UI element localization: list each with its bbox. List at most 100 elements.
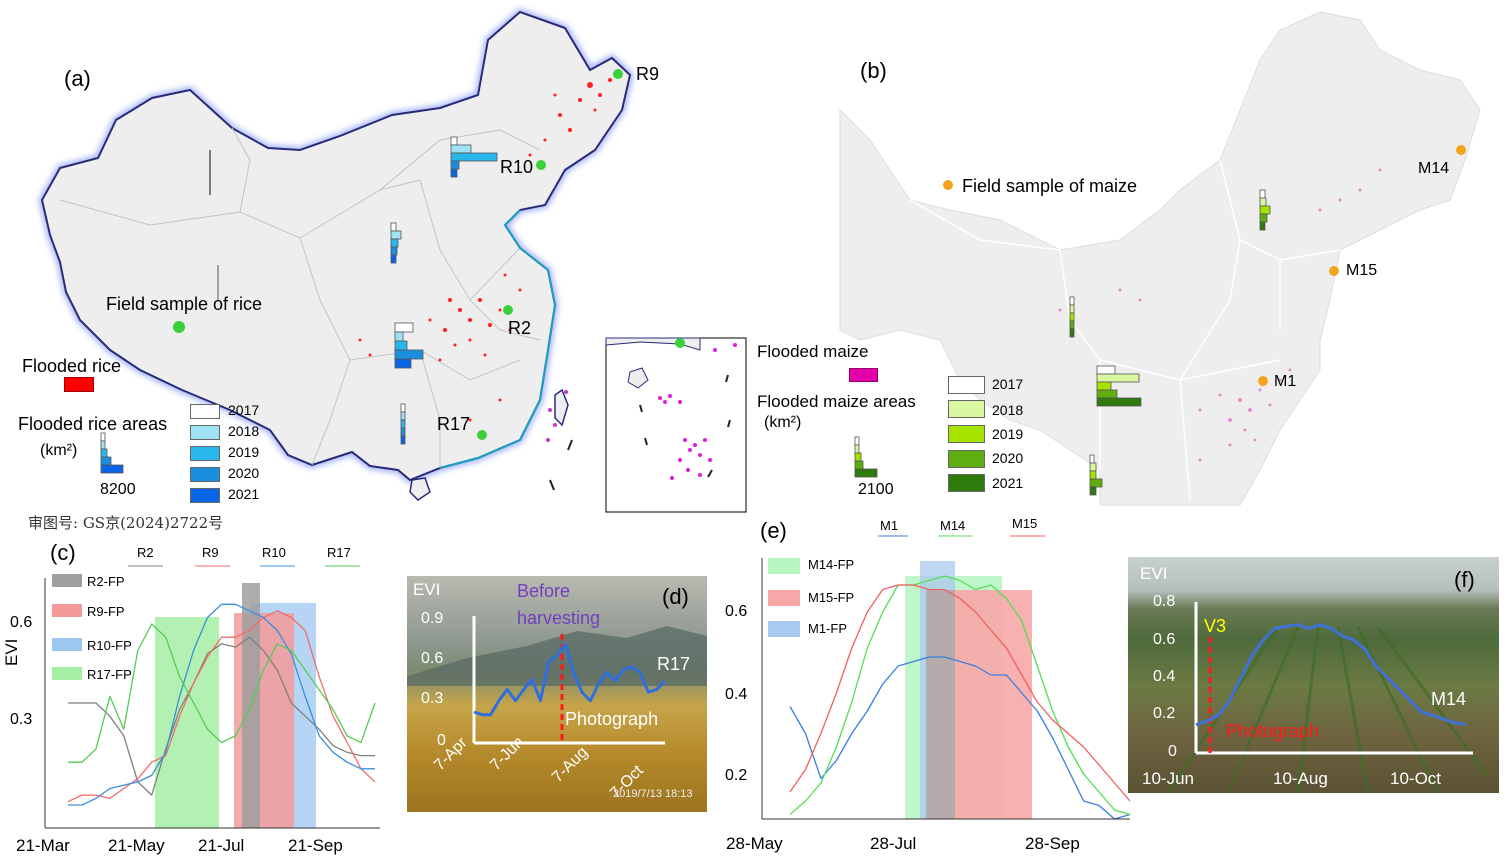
site-label-m14: M14: [1418, 160, 1450, 177]
legend-label-r2-fp: R2-FP: [87, 574, 125, 589]
rice-year-label-2019: 2019: [228, 444, 260, 460]
legend-label-m1-fp: M1-FP: [808, 621, 847, 636]
inset-dash-3: [707, 469, 713, 478]
site-label-r17: R17: [437, 414, 471, 434]
inset-dash-5: [727, 419, 731, 428]
maize-year-swatch-2017: [948, 376, 985, 394]
legend-swatch-r2-fp: [52, 574, 82, 587]
site-label-r10: R10: [500, 157, 534, 177]
c-xtick-2: 21-Jul: [198, 836, 245, 855]
dash-island-1: [549, 479, 555, 491]
legend-swatch-r17-fp: [52, 667, 82, 680]
rice-year-swatch-2019: [190, 446, 220, 461]
flooded-rice-areas-label: Flooded rice areas: [18, 414, 168, 434]
rice-year-label-2020: 2020: [228, 465, 260, 481]
site-marker-r17: [477, 430, 487, 440]
series-line-r2: [68, 636, 375, 796]
site-marker-m15: [1329, 266, 1339, 276]
legend-swatch-r10-fp: [52, 638, 82, 651]
maize-year-swatch-2021: [948, 474, 985, 492]
maize-field-photo: EVI 0.8 0.6 0.4 0.2 0 V3 Photograph M14 …: [1128, 557, 1499, 793]
rice-year-swatch-2017: [190, 404, 220, 419]
legend-label-r2: R2: [137, 545, 154, 560]
field-sample-maize-label: Field sample of maize: [962, 176, 1138, 196]
d-ytick-1: 0.6: [421, 650, 444, 667]
site-label-r9: R9: [636, 64, 660, 84]
rice-year-swatch-2021: [190, 488, 220, 503]
legend-label-m14-fp: M14-FP: [808, 557, 855, 572]
flooded-rice-swatch: [64, 377, 94, 392]
series-line-r9: [67, 610, 376, 803]
c-xtick-1: 21-May: [108, 836, 165, 855]
series-line-r17: [68, 623, 376, 763]
legend-label-r17: R17: [327, 545, 351, 560]
maize-province-boundaries: [909, 159, 1341, 501]
hainan-island: [409, 477, 431, 501]
legend-label-m1: M1: [880, 518, 899, 533]
inset-dash-1: [639, 404, 643, 413]
series-line-m14: [1195, 623, 1467, 727]
province-boundaries: [59, 127, 541, 468]
legend-label-r10: R10: [262, 545, 286, 560]
north-china-land: [839, 11, 1481, 506]
maize-year-label-2019: 2019: [992, 426, 1024, 442]
rice-scale-bars: [100, 432, 124, 474]
f-ytick-4: 0: [1168, 743, 1177, 760]
flooded-rice-label: Flooded rice: [22, 356, 122, 376]
rice-year-label-2018: 2018: [228, 423, 260, 439]
flooded-maize-label: Flooded maize: [757, 342, 869, 361]
rice-map: [38, 8, 747, 513]
maize-year-label-2017: 2017: [992, 376, 1024, 392]
panel-label-f: (f): [1454, 567, 1475, 592]
legend-swatch-m15-fp: [768, 590, 800, 606]
legend-label-r17-fp: R17-FP: [87, 667, 132, 682]
site-marker-m1: [1258, 376, 1268, 386]
f-annotation-photograph: Photograph: [1226, 721, 1320, 741]
c-xtick-3: 21-Sep: [288, 836, 343, 855]
maize-scale-value: 2100: [858, 481, 894, 498]
d-ytick-2: 0.3: [421, 690, 444, 707]
f-site-label: M14: [1431, 689, 1467, 709]
rice-year-label-2017: 2017: [228, 402, 260, 418]
site-label-m15: M15: [1346, 262, 1378, 279]
flooded-rice-pixels: [358, 78, 612, 422]
flooded-maize-swatch: [849, 368, 878, 382]
fp-overlap: [926, 590, 955, 819]
fp-rect-r17: [155, 617, 219, 828]
e-xtick-2: 28-Sep: [1025, 834, 1080, 853]
f-xtick-0: 10-Jun: [1142, 769, 1194, 788]
china-land: [40, 10, 632, 482]
maize-area-bars: [1069, 189, 1271, 496]
site-marker-m14: [1456, 145, 1466, 155]
field-sample-maize-marker: [943, 180, 953, 190]
f-ytick-3: 0.2: [1153, 705, 1176, 722]
c-ytick-1: 0.3: [10, 711, 33, 728]
rice-year-swatch-2020: [190, 467, 220, 482]
c-ylabel: EVI: [2, 638, 21, 666]
e-ytick-0: 0.6: [725, 603, 748, 620]
f-ytick-2: 0.4: [1153, 668, 1176, 685]
legend-swatch-m1-fp: [768, 621, 800, 637]
site-label-r2: R2: [508, 318, 532, 338]
taiwan-island: [554, 388, 569, 427]
rice-field-photo: EVI 0.9 0.6 0.3 0 Before harvesting Phot…: [407, 576, 707, 812]
rice-year-swatch-2018: [190, 425, 220, 440]
panel-label-d: (d): [662, 584, 689, 609]
map-review-number: 审图号: GS京(2024)2722号: [28, 514, 224, 532]
series-line-m15: [789, 584, 1131, 802]
legend-label-r10-fp: R10-FP: [87, 638, 132, 653]
d-site-label: R17: [657, 654, 691, 674]
f-xtick-1: 10-Aug: [1273, 769, 1328, 788]
d-annotation-before-harvesting: Before harvesting: [517, 581, 601, 628]
maize-map: [839, 11, 1481, 506]
inset-hainan: [627, 367, 649, 389]
islands: [546, 390, 568, 442]
rice-unit-label: (km²): [40, 442, 78, 459]
series-line-r10: [68, 603, 375, 806]
c-ytick-0: 0.6: [10, 614, 33, 631]
maize-year-swatch-2020: [948, 450, 985, 468]
maize-year-swatch-2019: [948, 425, 985, 443]
south-china-sea-inset: [605, 337, 747, 513]
d-ylabel: EVI: [413, 580, 441, 599]
site-marker-r10: [536, 160, 546, 170]
